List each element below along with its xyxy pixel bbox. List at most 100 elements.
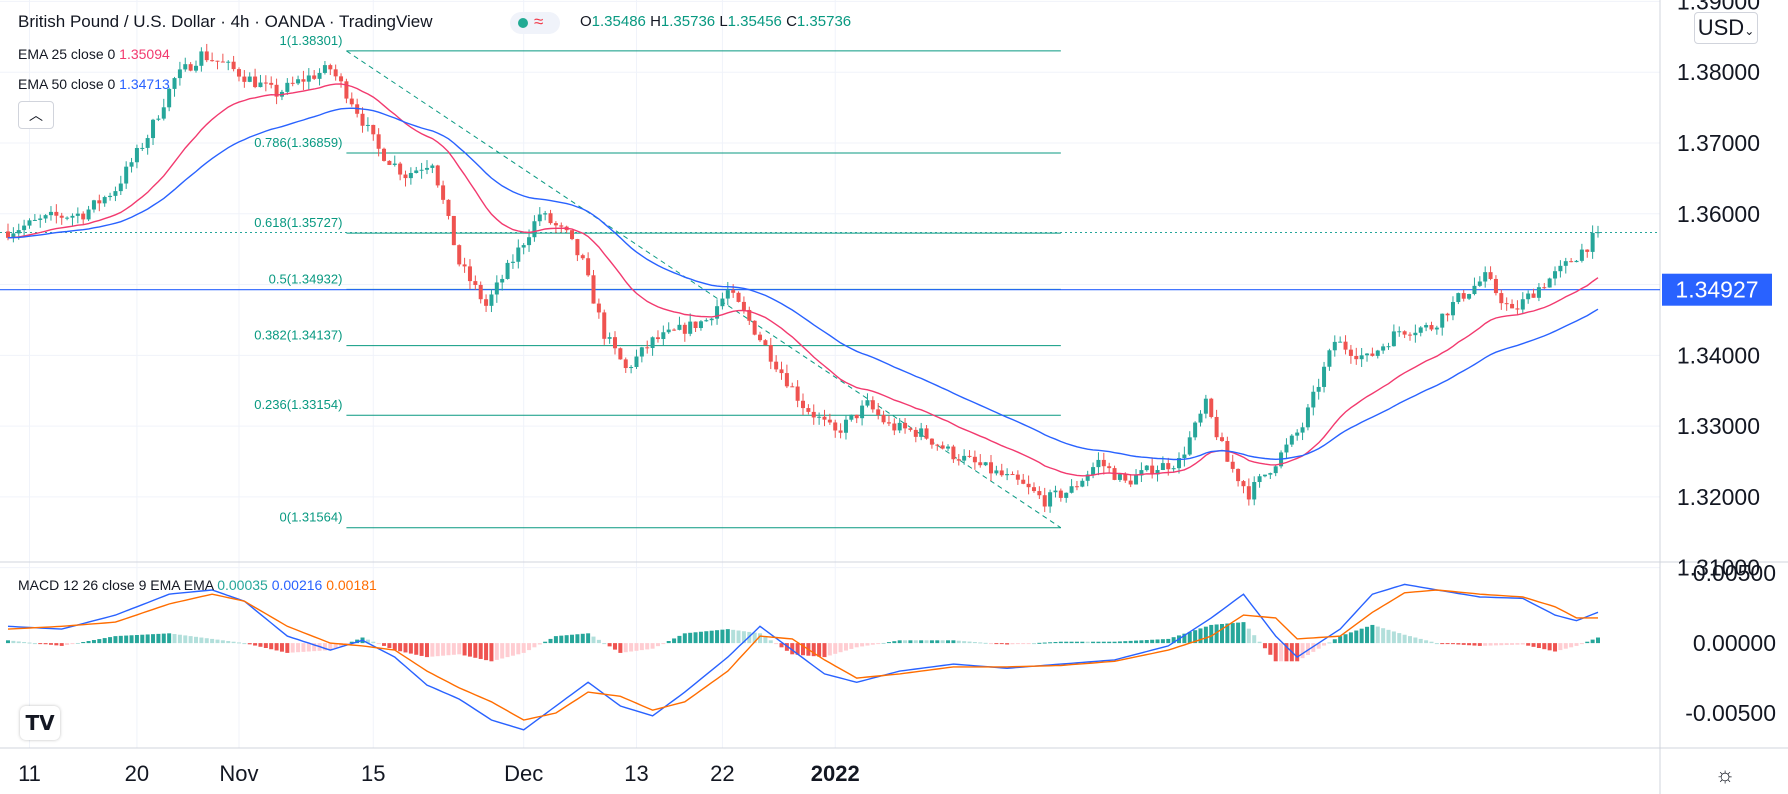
macd-histogram-bar xyxy=(430,643,435,657)
candle-body xyxy=(1311,391,1316,408)
ema25-legend[interactable]: EMA 25 close 0 1.35094 xyxy=(18,46,170,62)
candle-body xyxy=(1370,353,1375,356)
candle-body xyxy=(736,292,741,302)
fib-level-label: 0(1.31564) xyxy=(280,510,343,525)
macd-histogram-bar xyxy=(1015,643,1020,645)
candle-body xyxy=(709,318,714,321)
candle-body xyxy=(38,218,43,220)
macd-histogram-bar xyxy=(559,635,564,644)
macd-histogram-bar xyxy=(1042,642,1047,644)
macd-histogram-bar xyxy=(752,632,757,644)
macd-histogram-bar xyxy=(580,633,585,644)
gear-icon[interactable]: ☼ xyxy=(1715,762,1736,787)
macd-histogram-bar xyxy=(1080,641,1085,644)
macd-histogram-bar xyxy=(510,643,515,656)
candle-body xyxy=(1579,249,1584,261)
macd-histogram-bar xyxy=(1450,643,1455,645)
macd-histogram-bar xyxy=(414,643,419,655)
macd-histogram-bar xyxy=(1510,643,1515,645)
macd-histogram-bar xyxy=(978,642,983,644)
macd-histogram-bar xyxy=(1085,641,1090,644)
candle-body xyxy=(537,214,542,222)
candle-body xyxy=(1187,437,1192,455)
candle-body xyxy=(1166,463,1171,470)
candle-body xyxy=(1456,293,1461,303)
macd-histogram-bar xyxy=(1370,624,1375,644)
candle-body xyxy=(1182,454,1187,459)
macd-histogram-bar xyxy=(1064,641,1069,644)
macd-histogram-bar xyxy=(704,631,709,644)
candle-body xyxy=(591,275,596,304)
tradingview-logo-icon[interactable]: TV xyxy=(20,706,60,740)
candle-body xyxy=(435,165,440,186)
candle-body xyxy=(876,409,881,415)
interval-label[interactable]: 4h xyxy=(230,12,250,31)
macd-histogram-bar xyxy=(1493,643,1498,646)
current-price-badge xyxy=(1662,273,1772,306)
candle-body xyxy=(1053,490,1058,493)
macd-histogram-bar xyxy=(1569,643,1574,648)
macd-legend[interactable]: MACD 12 26 close 9 EMA EMA 0.00035 0.002… xyxy=(18,577,377,593)
market-status-badge[interactable]: ≈ xyxy=(510,12,560,34)
macd-histogram-bar xyxy=(1155,639,1160,644)
candle-body xyxy=(11,233,16,238)
candle-body xyxy=(333,69,338,77)
macd-histogram-bar xyxy=(70,643,75,645)
macd-histogram-bar xyxy=(897,640,902,644)
macd-histogram-bar xyxy=(301,643,306,652)
macd-histogram-bar xyxy=(602,643,607,645)
macd-histogram-bar xyxy=(1005,643,1010,645)
macd-histogram-bar xyxy=(1547,643,1552,651)
candle-body xyxy=(1499,293,1504,304)
candle-body xyxy=(1343,341,1348,350)
macd-histogram-bar xyxy=(129,635,134,644)
macd-histogram-bar xyxy=(570,634,575,644)
macd-histogram-bar xyxy=(387,643,392,649)
symbol-name[interactable]: British Pound / U.S. Dollar xyxy=(18,12,216,31)
candle-body xyxy=(1472,285,1477,294)
collapse-legend-button[interactable]: ︿ xyxy=(18,101,54,129)
macd-histogram-bar xyxy=(1381,628,1386,644)
time-axis-label: 20 xyxy=(125,761,149,786)
candle-body xyxy=(1375,350,1380,356)
candle-body xyxy=(1134,475,1139,485)
candle-body xyxy=(113,191,118,196)
macd-histogram-bar xyxy=(403,643,408,653)
candle-body xyxy=(1021,479,1026,484)
candle-body xyxy=(322,65,327,73)
candle-body xyxy=(269,82,274,85)
macd-histogram-bar xyxy=(720,629,725,644)
candle-body xyxy=(1558,265,1563,272)
macd-histogram-bar xyxy=(881,642,886,644)
candle-body xyxy=(129,162,134,167)
macd-histogram-bar xyxy=(1107,641,1112,644)
macd-histogram-bar xyxy=(1279,643,1284,662)
macd-histogram-bar xyxy=(688,632,693,644)
ema50-legend[interactable]: EMA 50 close 0 1.34713 xyxy=(18,76,170,92)
candle-body xyxy=(946,446,951,449)
macd-histogram-bar xyxy=(650,643,655,649)
candle-body xyxy=(124,166,129,184)
macd-histogram-bar xyxy=(521,643,526,653)
candle-body xyxy=(220,61,225,63)
macd-histogram-bar xyxy=(1488,643,1493,646)
macd-axis-label: -0.00500 xyxy=(1685,700,1776,726)
candle-body xyxy=(559,225,564,227)
currency-selector[interactable]: USD⌄ xyxy=(1694,12,1758,44)
macd-histogram-bar xyxy=(1343,634,1348,644)
macd-histogram-bar xyxy=(1230,623,1235,644)
macd-histogram-bar xyxy=(1531,643,1536,647)
macd-histogram-bar xyxy=(564,635,569,644)
macd-histogram-bar xyxy=(935,640,940,644)
chart-title-bar: British Pound / U.S. Dollar · 4h · OANDA… xyxy=(18,12,433,31)
candle-body xyxy=(183,64,188,70)
macd-histogram-bar xyxy=(1483,643,1488,646)
macd-histogram-bar xyxy=(698,631,703,644)
candle-body xyxy=(1214,416,1219,438)
candle-body xyxy=(75,213,80,216)
macd-histogram-bar xyxy=(1112,641,1117,644)
macd-histogram-bar xyxy=(736,630,741,644)
candle-body xyxy=(16,230,21,234)
macd-histogram-bar xyxy=(715,630,720,644)
